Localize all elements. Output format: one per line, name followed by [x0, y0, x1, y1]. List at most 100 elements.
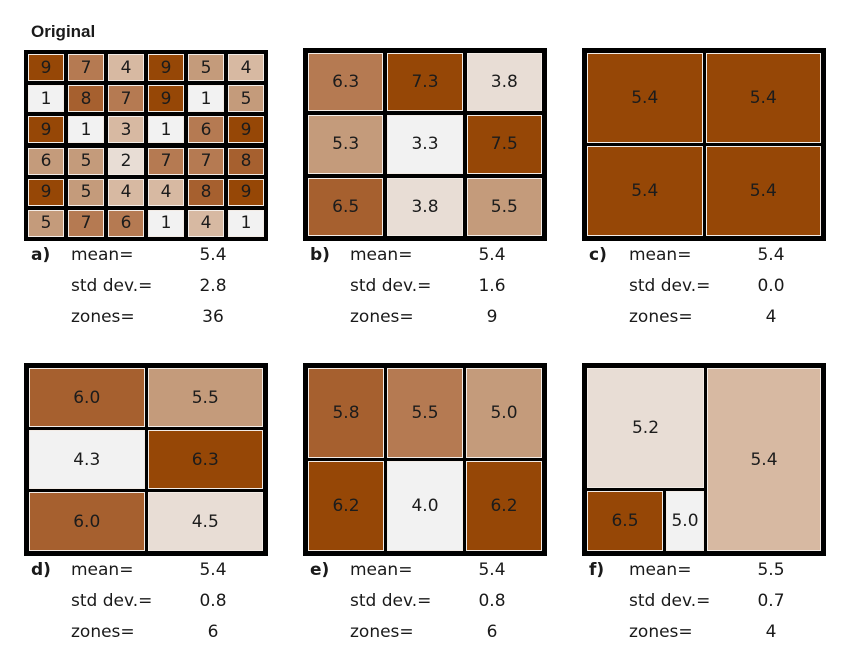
zones-value: 9: [486, 307, 498, 327]
zone-cell: 5: [28, 209, 64, 237]
panel-letter: f): [589, 560, 605, 580]
std-label: std dev.=: [350, 276, 432, 296]
panel-letter: c): [589, 245, 607, 265]
zone-cell: 7: [68, 209, 104, 237]
zone-cell: 5: [68, 178, 104, 206]
mean-label: mean=: [629, 245, 692, 265]
zone-cell: 5.4: [705, 146, 821, 236]
zone-cell: 6.0: [29, 492, 145, 551]
mean-value: 5.4: [478, 245, 506, 265]
mean-label: mean=: [350, 245, 413, 265]
zone-cell: 5.5: [466, 177, 542, 236]
panel-e-grid: 5.8 5.5 5.0 6.2 4.0 6.2: [303, 363, 547, 556]
zone-cell: 4.0: [387, 461, 463, 551]
zones-label: zones=: [71, 307, 135, 327]
panel-letter: a): [31, 245, 51, 265]
zone-cell: 1: [28, 85, 64, 113]
zone-cell: 3.8: [387, 177, 463, 236]
zone-cell: 7.3: [387, 53, 463, 112]
zone-cell: 1: [148, 116, 184, 144]
zone-cell: 3.8: [466, 53, 542, 112]
zone-cell: 6: [188, 116, 224, 144]
zone-cell: 4: [188, 209, 224, 237]
zone-cell: 5: [68, 147, 104, 175]
std-label: std dev.=: [629, 276, 711, 296]
std-value: 2.8: [199, 276, 227, 296]
std-label: std dev.=: [629, 591, 711, 611]
mean-value: 5.4: [478, 560, 506, 580]
zone-cell: 5: [228, 85, 264, 113]
std-value: 0.8: [199, 591, 227, 611]
zones-label: zones=: [629, 307, 693, 327]
zone-cell: 4: [108, 178, 144, 206]
mean-label: mean=: [350, 560, 413, 580]
zone-cell: 7: [68, 54, 104, 82]
zone-cell: 5.3: [308, 115, 384, 174]
zones-value: 6: [207, 622, 219, 642]
zone-cell: 4: [228, 54, 264, 82]
std-value: 1.6: [478, 276, 506, 296]
zones-value: 36: [202, 307, 224, 327]
mean-label: mean=: [71, 245, 134, 265]
mean-label: mean=: [71, 560, 134, 580]
zone-cell: 5.5: [387, 368, 463, 458]
zones-label: zones=: [629, 622, 693, 642]
mean-label: mean=: [629, 560, 692, 580]
zone-cell: 9: [148, 85, 184, 113]
original-title: Original: [31, 22, 96, 41]
zone-cell: 6.5: [308, 177, 384, 236]
zone-cell: 7: [108, 85, 144, 113]
zone-cell: 2: [108, 147, 144, 175]
zone-cell: 1: [148, 209, 184, 237]
zone-cell: 7: [188, 147, 224, 175]
zone-cell: 5.4: [707, 368, 821, 551]
zone-cell: 5.4: [587, 146, 703, 236]
mean-value: 5.4: [199, 560, 227, 580]
zones-value: 4: [765, 307, 777, 327]
panel-letter: b): [310, 245, 330, 265]
zone-cell: 5.2: [587, 368, 704, 488]
zone-cell: 5.4: [705, 53, 821, 143]
mean-value: 5.4: [199, 245, 227, 265]
zones-label: zones=: [350, 307, 414, 327]
zone-cell: 5.0: [666, 491, 704, 551]
std-value: 0.7: [757, 591, 785, 611]
panel-f-grid: 5.2 5.4 6.5 5.0: [582, 363, 826, 556]
zone-cell: 5.0: [466, 368, 542, 458]
mean-value: 5.4: [757, 245, 785, 265]
zone-cell: 5: [188, 54, 224, 82]
mean-value: 5.5: [757, 560, 785, 580]
zone-cell: 5.5: [147, 368, 263, 427]
zone-cell: 1: [228, 209, 264, 237]
zone-cell: 6.2: [466, 461, 542, 551]
zone-cell: 6.2: [308, 461, 384, 551]
zone-cell: 4.3: [29, 430, 145, 489]
zone-cell: 4.5: [147, 492, 263, 551]
zone-cell: 9: [148, 54, 184, 82]
zone-cell: 6: [108, 209, 144, 237]
zone-cell: 1: [68, 116, 104, 144]
zone-cell: 8: [188, 178, 224, 206]
zone-cell: 6.3: [147, 430, 263, 489]
zone-cell: 8: [228, 147, 264, 175]
zone-cell: 3.3: [387, 115, 463, 174]
panel-letter: d): [31, 560, 51, 580]
zone-cell: 8: [68, 85, 104, 113]
zone-cell: 9: [228, 178, 264, 206]
zone-cell: 7.5: [466, 115, 542, 174]
std-value: 0.0: [757, 276, 785, 296]
zone-cell: 6.5: [587, 491, 663, 551]
zone-cell: 6: [28, 147, 64, 175]
zone-cell: 4: [148, 178, 184, 206]
panel-letter: e): [310, 560, 330, 580]
zone-cell: 1: [188, 85, 224, 113]
zone-cell: 4: [108, 54, 144, 82]
zone-cell: 5.4: [587, 53, 703, 143]
zone-cell: 6.0: [29, 368, 145, 427]
zones-label: zones=: [71, 622, 135, 642]
panel-d-grid: 6.0 5.5 4.3 6.3 6.0 4.5: [24, 363, 268, 556]
panel-b-grid: 6.3 7.3 3.8 5.3 3.3 7.5 6.5 3.8 5.5: [303, 48, 547, 241]
zone-cell: 9: [228, 116, 264, 144]
std-label: std dev.=: [71, 591, 153, 611]
